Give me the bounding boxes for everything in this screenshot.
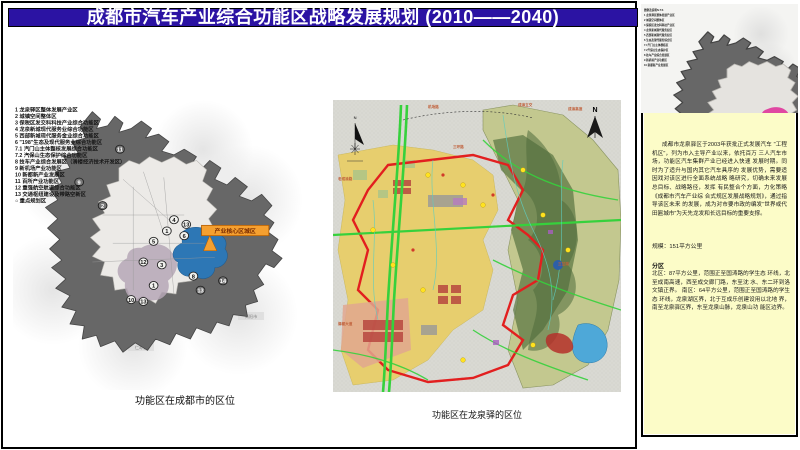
svg-text:9 新机场产业功能区: 9 新机场产业功能区 xyxy=(644,58,667,62)
svg-text:N: N xyxy=(354,115,357,120)
svg-text:6 "198"生态及现代服务业综合功能区: 6 "198"生态及现代服务业综合功能区 xyxy=(15,138,103,146)
svg-text:3: 3 xyxy=(160,263,163,269)
svg-text:1 龙泉驿区整体发展产业区: 1 龙泉驿区整体发展产业区 xyxy=(644,13,675,17)
svg-text:老成渝路: 老成渝路 xyxy=(337,176,353,181)
svg-text:4 龙泉新城现代服务业综合功能区: 4 龙泉新城现代服务业综合功能区 xyxy=(15,125,94,133)
svg-text:驿都大道: 驿都大道 xyxy=(338,321,353,326)
svg-text:三岔湖: 三岔湖 xyxy=(558,261,569,266)
svg-text:5 西部新城现代服务业区: 5 西部新城现代服务业区 xyxy=(644,33,673,37)
svg-text:6: 6 xyxy=(183,234,186,240)
svg-text:4 龙泉新城现代服务业区: 4 龙泉新城现代服务业区 xyxy=(644,28,673,32)
svg-text:5: 5 xyxy=(152,240,155,246)
svg-text:1: 1 xyxy=(165,229,168,235)
svg-text:3 保税区发交科科技产业综合功能区: 3 保税区发交科科技产业综合功能区 xyxy=(15,118,100,126)
svg-text:13: 13 xyxy=(140,300,146,306)
svg-text:1: 1 xyxy=(152,284,155,290)
svg-text:13: 13 xyxy=(183,223,189,229)
svg-text:7.2 汽保山生态保护综合功能区: 7.2 汽保山生态保护综合功能区 xyxy=(15,151,88,159)
svg-text:7.1汽门山主体整核区: 7.1汽门山主体整核区 xyxy=(644,43,669,47)
svg-text:11 百所产业功能区: 11 百所产业功能区 xyxy=(15,177,60,185)
svg-text:11: 11 xyxy=(117,148,123,154)
svg-text:10 新都新产业发展区: 10 新都新产业发展区 xyxy=(15,170,65,178)
svg-text:三环路: 三环路 xyxy=(453,144,464,149)
svg-text:12 重强航空航道综合功能区: 12 重强航空航道综合功能区 xyxy=(15,183,81,191)
svg-text:2 城镇空间整体区: 2 城镇空间整体区 xyxy=(15,112,57,120)
svg-text:13: 13 xyxy=(197,289,203,295)
svg-text:1 龙泉驿区整体发展产业区: 1 龙泉驿区整体发展产业区 xyxy=(15,105,78,113)
svg-text:9 新机场产业功能区: 9 新机场产业功能区 xyxy=(15,164,62,172)
svg-text:8: 8 xyxy=(192,274,195,280)
svg-text:7.1 汽门山主体整核发展综合功能区: 7.1 汽门山主体整核发展综合功能区 xyxy=(15,144,99,152)
svg-text:7.2汽保山生态保护区: 7.2汽保山生态保护区 xyxy=(644,48,669,52)
svg-text:10: 10 xyxy=(128,298,134,304)
svg-text:产业核心区城区: 产业核心区城区 xyxy=(215,227,257,235)
svg-text:机场路: 机场路 xyxy=(427,104,439,109)
svg-text:13 交通枢纽建设及带路空新区: 13 交通枢纽建设及带路空新区 xyxy=(15,190,87,198)
svg-text:○ 重点规划区: ○ 重点规划区 xyxy=(15,196,47,204)
svg-text:8 技车产业综合发展区（滑楼经济技术开发区）: 8 技车产业综合发展区（滑楼经济技术开发区） xyxy=(15,157,125,165)
svg-text:10 新都新产业发展区: 10 新都新产业发展区 xyxy=(644,63,669,67)
svg-text:5 西部新城现代服务金业综合功能区: 5 西部新城现代服务金业综合功能区 xyxy=(15,131,100,139)
svg-text:8 技车产业综合发展区: 8 技车产业综合发展区 xyxy=(644,53,670,57)
svg-text:2 城镇空间整体区: 2 城镇空间整体区 xyxy=(644,18,665,22)
svg-text:6 生态及现代服务综合区: 6 生态及现代服务综合区 xyxy=(644,38,673,42)
svg-text:12: 12 xyxy=(140,260,146,266)
svg-text:N: N xyxy=(592,107,597,114)
svg-text:14: 14 xyxy=(220,279,227,285)
svg-text:图例及说明N.T.S: 图例及说明N.T.S xyxy=(644,8,664,12)
svg-text:成渝高速: 成渝高速 xyxy=(568,106,583,111)
svg-text:3 保税区发交科科技产业区: 3 保税区发交科科技产业区 xyxy=(644,23,675,27)
svg-text:2: 2 xyxy=(101,204,104,210)
svg-text:成渝立交: 成渝立交 xyxy=(518,102,533,107)
